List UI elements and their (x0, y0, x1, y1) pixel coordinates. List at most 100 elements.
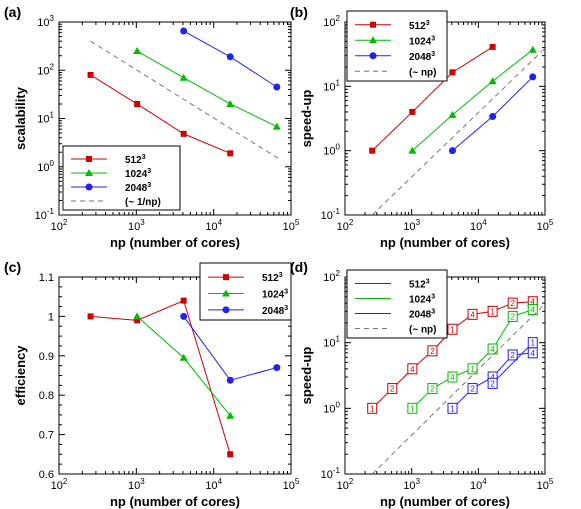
svg-text:2: 2 (510, 299, 515, 308)
data-point-label: 2 (467, 383, 478, 395)
svg-text:1: 1 (490, 307, 495, 316)
legend-label: 5123 (262, 272, 283, 284)
data-point-label: 1 (467, 363, 478, 375)
data-point-label: 1 (527, 337, 538, 349)
svg-text:2: 2 (430, 347, 435, 356)
svg-text:1: 1 (450, 404, 455, 413)
svg-text:2: 2 (510, 351, 515, 360)
legend-label: (~ np) (409, 325, 437, 336)
data-point (529, 73, 537, 81)
series-line (90, 40, 280, 160)
y-tick-label: 100 (323, 143, 340, 158)
data-point-label: 1 (487, 305, 498, 317)
y-tick-label: 0.8 (39, 390, 54, 402)
data-point-label: 4 (407, 363, 418, 375)
legend: 5123 10243 20483 (199, 262, 292, 321)
legend-box (346, 269, 448, 339)
svg-text:1: 1 (370, 404, 375, 413)
data-point (133, 47, 142, 55)
y-tick-label: 101 (323, 335, 340, 350)
data-point (369, 147, 376, 154)
data-point (180, 27, 188, 35)
series-line (136, 50, 278, 128)
data-point (528, 45, 537, 53)
data-point (87, 313, 94, 320)
legend-label: 10243 (409, 294, 435, 306)
data-point (226, 99, 235, 107)
y-tick-label: 100 (37, 159, 54, 174)
data-point-label: 2 (387, 383, 398, 395)
data-point (448, 147, 456, 155)
svg-text:2: 2 (510, 313, 515, 322)
series-line (136, 316, 231, 417)
data-point (179, 73, 188, 81)
data-point (449, 69, 456, 76)
data-point (226, 411, 235, 419)
x-tick-label: 103 (128, 218, 145, 233)
panel-2: 102 103 104 105 10-1 100 101 102 np (number of c… (290, 4, 554, 250)
y-tick-label: 0.7 (39, 430, 54, 442)
data-point-label: 2 (507, 349, 518, 361)
data-point (273, 83, 281, 91)
panel-label: (b) (290, 4, 308, 20)
y-tick-label: 10-1 (35, 207, 55, 222)
data-point (226, 53, 234, 61)
x-tick-label: 104 (205, 477, 222, 492)
y-tick-label: 0.9 (39, 351, 54, 363)
panel-1: 102 103 104 105 10-1 100 101 102 103 np (number o… (4, 4, 300, 250)
legend: 5123 10243 20483 (~ np) (346, 269, 448, 339)
svg-text:2: 2 (390, 385, 395, 394)
data-point-label: 4 (467, 308, 478, 320)
y-tick-label: 101 (323, 78, 340, 93)
y-axis-label: speed-up (299, 90, 314, 148)
legend-marker (223, 274, 229, 281)
data-point-label: 1 (367, 402, 378, 414)
panel-4: 102 103 104 105 10-1 100 101 102 np (number of c… (290, 259, 554, 509)
legend-label: 5123 (125, 154, 146, 166)
legend-marker (222, 306, 230, 314)
data-point (226, 376, 234, 384)
series-line (371, 303, 545, 474)
x-tick-label: 103 (128, 477, 145, 492)
data-point (227, 451, 234, 458)
data-point-label: 1 (447, 323, 458, 335)
panel-label: (c) (4, 259, 21, 275)
data-point-label: 4 (447, 371, 458, 383)
y-tick-label: 102 (323, 269, 340, 284)
svg-text:4: 4 (531, 305, 536, 314)
data-point-label: 2 (487, 377, 498, 389)
series-line (371, 47, 545, 215)
y-tick-label: 102 (37, 62, 54, 77)
svg-text:4: 4 (490, 373, 495, 382)
y-tick-label: 103 (37, 14, 54, 29)
x-tick-label: 102 (51, 477, 68, 492)
data-point (179, 353, 188, 361)
data-point (180, 297, 187, 304)
data-point (488, 77, 497, 85)
x-tick-label: 102 (51, 218, 68, 233)
legend: 5123 10243 20483 (~ np) (346, 10, 448, 82)
data-point (489, 43, 496, 50)
series-line (90, 74, 231, 154)
data-point (273, 364, 281, 372)
data-point-label: 2 (427, 345, 438, 357)
data-point (134, 100, 141, 107)
y-tick-label: 101 (37, 111, 54, 126)
legend-box (62, 145, 181, 211)
x-tick-label: 104 (470, 477, 487, 492)
x-tick-label: 105 (537, 477, 554, 492)
data-point-label: 4 (527, 347, 538, 359)
data-point (180, 312, 188, 320)
series-layer (87, 297, 281, 458)
svg-text:4: 4 (531, 298, 536, 307)
data-point (87, 71, 94, 78)
legend-marker (370, 21, 376, 28)
legend-marker (369, 52, 377, 60)
data-point (134, 317, 141, 324)
data-point (448, 110, 457, 118)
data-point (180, 130, 187, 137)
data-point (272, 122, 281, 130)
legend-label: 20483 (262, 305, 288, 317)
legend-marker (85, 183, 93, 191)
